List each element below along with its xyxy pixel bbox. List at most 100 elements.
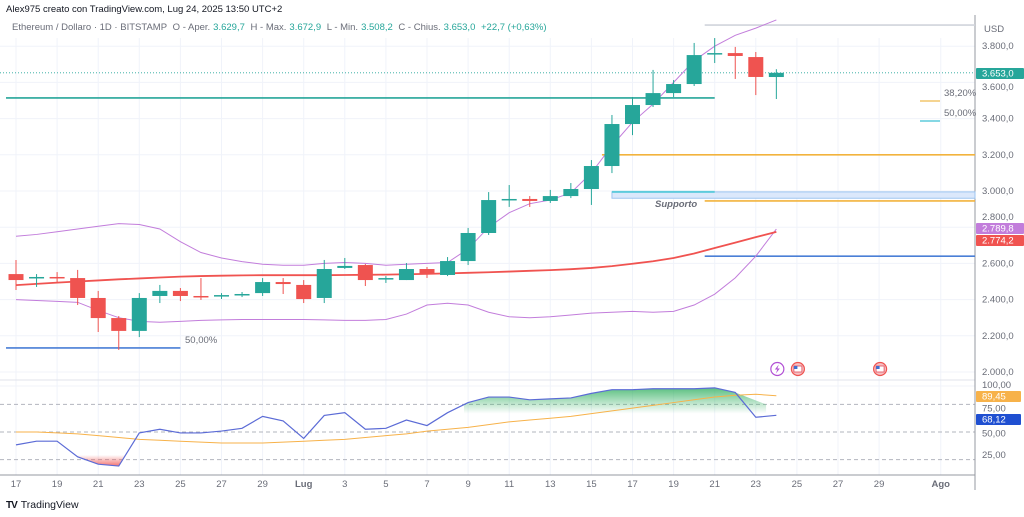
candle: [131, 293, 147, 338]
candle: [152, 284, 168, 304]
us-flag-icon: [876, 366, 880, 369]
chart-attribution: Alex975 creato con TradingView.com, Lug …: [6, 4, 283, 15]
candle: [337, 257, 353, 270]
signal-value-label: 89,45: [982, 392, 1006, 403]
osc-value-label: 68,12: [982, 415, 1006, 426]
candle-body: [645, 93, 661, 106]
time-tick-label: 27: [833, 479, 844, 490]
osc-value-label-bg: [976, 414, 1021, 425]
price-tick-label: 2.800,0: [982, 212, 1014, 223]
candle: [748, 51, 764, 96]
candle-body: [193, 295, 209, 298]
time-tick-label: 13: [545, 479, 556, 490]
moving-average-line: [15, 230, 777, 287]
osc-overbought-fill: [463, 387, 767, 414]
candle: [481, 192, 497, 235]
price-tick-label: 2.400,0: [982, 295, 1014, 306]
time-tick-label: 21: [709, 479, 720, 490]
price-tick-label: 3.800,0: [982, 41, 1014, 52]
candle: [563, 183, 579, 199]
event-marker[interactable]: [790, 361, 806, 377]
candle: [522, 196, 538, 207]
candle: [8, 259, 24, 291]
candle: [707, 38, 723, 64]
candle-body: [378, 278, 394, 280]
candle-body: [727, 53, 743, 56]
time-tick-label: 5: [383, 479, 388, 490]
candle: [501, 185, 517, 207]
event-marker[interactable]: [872, 361, 888, 377]
candle: [275, 278, 291, 294]
candle-body: [563, 189, 579, 197]
candle-body: [768, 72, 784, 78]
candle: [357, 263, 373, 287]
time-tick-label: 29: [257, 479, 268, 490]
candle-body: [172, 290, 188, 296]
time-tick-label: 19: [668, 479, 679, 490]
candle: [666, 80, 682, 98]
candle: [234, 291, 250, 298]
time-tick-label: 29: [874, 479, 885, 490]
candle: [255, 278, 271, 296]
candle-body: [316, 269, 332, 298]
candle-body: [481, 200, 497, 233]
candle-body: [337, 265, 353, 268]
last-price-label: 3.653,0: [982, 69, 1014, 80]
candle: [686, 42, 702, 87]
candle: [29, 274, 45, 287]
candle-body: [419, 269, 435, 275]
open-label: O - Aper.: [172, 22, 211, 33]
osc-tick-label: 50,00: [982, 429, 1006, 440]
fib-382-label: 38,20%: [944, 88, 977, 99]
last-price-label-bg: [976, 68, 1024, 79]
tradingview-logo: TV TradingView: [6, 499, 79, 511]
time-tick-label: 19: [52, 479, 63, 490]
candle-body: [152, 290, 168, 296]
bollinger-lower-band: [15, 228, 777, 323]
candle: [214, 293, 229, 300]
candle: [625, 97, 640, 136]
candle-body: [90, 297, 106, 319]
candle-body: [748, 57, 764, 77]
symbol-name[interactable]: Ethereum / Dollaro · 1D · BITSTAMP: [12, 22, 168, 33]
candle: [316, 259, 332, 304]
candle: [583, 160, 599, 205]
osc-tick-label: 100,00: [982, 380, 1011, 391]
time-tick-label: 15: [586, 479, 597, 490]
support-label: Supporto: [655, 199, 697, 210]
candle-body: [542, 196, 558, 201]
osc-tick-label: 75,00: [982, 404, 1006, 415]
tradingview-logo-icon: TV: [6, 499, 18, 511]
time-tick-label: 17: [627, 479, 638, 490]
oscillator-line: [15, 387, 777, 467]
time-tick-label: Lug: [295, 479, 313, 490]
candle-body: [501, 198, 517, 201]
candle: [378, 276, 394, 283]
price-tick-label: 3.200,0: [982, 150, 1014, 161]
time-tick-label: 9: [465, 479, 470, 490]
candle: [604, 114, 620, 174]
high-label: H - Max.: [250, 22, 287, 33]
candle-body: [522, 198, 538, 201]
signal-line: [16, 393, 777, 444]
candle-body: [666, 84, 682, 94]
candle: [460, 227, 476, 266]
price-tick-label: 2.600,0: [982, 258, 1014, 269]
price-tick-label: 2.200,0: [982, 331, 1014, 342]
candle: [296, 280, 312, 304]
price-tick-label: 2.000,0: [982, 367, 1014, 378]
support-zone: [611, 191, 976, 199]
event-marker[interactable]: [770, 361, 785, 377]
candle-body: [29, 276, 45, 279]
candle-body: [440, 261, 456, 275]
time-tick-label: 11: [504, 479, 514, 490]
time-tick-label: 7: [424, 479, 429, 490]
candle: [70, 269, 86, 306]
candle-body: [255, 282, 271, 294]
signal-value-label-bg: [976, 391, 1021, 402]
candle-body: [625, 105, 640, 125]
candle-body: [604, 124, 620, 167]
candle: [111, 316, 127, 350]
candle-body: [49, 276, 65, 279]
